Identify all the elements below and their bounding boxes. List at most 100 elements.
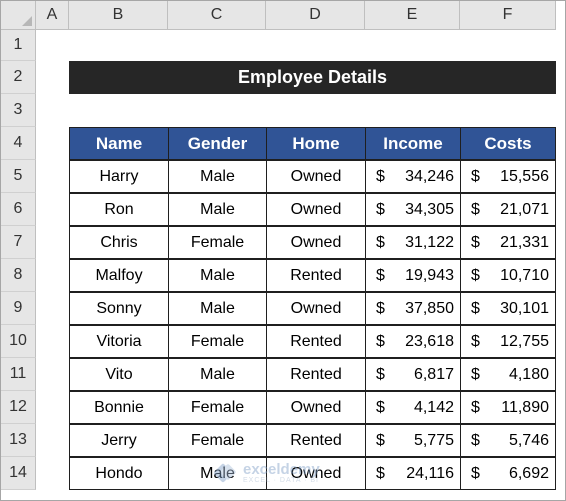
cell-name[interactable]: Sonny xyxy=(69,292,169,325)
currency-symbol: $ xyxy=(376,200,385,218)
cell-name[interactable]: Harry xyxy=(69,160,169,193)
cell-name[interactable]: Jerry xyxy=(69,424,169,457)
cell-value: 34,305 xyxy=(405,200,454,218)
cell-value: 34,246 xyxy=(405,167,454,185)
cell-costs[interactable]: $6,692 xyxy=(460,457,556,490)
row-header-9[interactable]: 9 xyxy=(1,292,36,325)
select-all-button[interactable] xyxy=(1,1,36,30)
cell-home[interactable]: Owned xyxy=(266,292,366,325)
header-name[interactable]: Name xyxy=(69,127,169,160)
cell-income[interactable]: $23,618 xyxy=(365,325,461,358)
column-header-e[interactable]: E xyxy=(365,1,460,30)
cell-name[interactable]: Malfoy xyxy=(69,259,169,292)
cell-gender[interactable]: Male xyxy=(168,457,267,490)
currency-symbol: $ xyxy=(471,233,480,251)
cell-gender[interactable]: Female xyxy=(168,325,267,358)
cell-name[interactable]: Vito xyxy=(69,358,169,391)
row-header-4[interactable]: 4 xyxy=(1,127,36,160)
header-home[interactable]: Home xyxy=(266,127,366,160)
cell-income[interactable]: $34,305 xyxy=(365,193,461,226)
cell-value: 24,116 xyxy=(406,464,454,482)
header-income[interactable]: Income xyxy=(365,127,461,160)
cell-home[interactable]: Rented xyxy=(266,358,366,391)
cell-name[interactable]: Vitoria xyxy=(69,325,169,358)
cell-costs[interactable]: $10,710 xyxy=(460,259,556,292)
column-header-f[interactable]: F xyxy=(460,1,556,30)
row-header-6[interactable]: 6 xyxy=(1,193,36,226)
currency-symbol: $ xyxy=(376,167,385,185)
currency-symbol: $ xyxy=(376,464,385,482)
row-header-11[interactable]: 11 xyxy=(1,358,36,391)
cell-home[interactable]: Owned xyxy=(266,457,366,490)
row-header-14[interactable]: 14 xyxy=(1,457,36,490)
cell-home[interactable]: Rented xyxy=(266,424,366,457)
cell-income[interactable]: $19,943 xyxy=(365,259,461,292)
cell-home[interactable]: Rented xyxy=(266,259,366,292)
cell-value: 37,850 xyxy=(405,299,454,317)
cell-income[interactable]: $31,122 xyxy=(365,226,461,259)
row-header-7[interactable]: 7 xyxy=(1,226,36,259)
cell-value: 30,101 xyxy=(500,299,549,317)
row-header-5[interactable]: 5 xyxy=(1,160,36,193)
cell-value: 31,122 xyxy=(405,233,454,251)
cell-name[interactable]: Bonnie xyxy=(69,391,169,424)
cell-name[interactable]: Ron xyxy=(69,193,169,226)
cell-home[interactable]: Owned xyxy=(266,160,366,193)
row-header-10[interactable]: 10 xyxy=(1,325,36,358)
table-title[interactable]: Employee Details xyxy=(69,61,556,94)
cell-costs[interactable]: $21,331 xyxy=(460,226,556,259)
cell-income[interactable]: $34,246 xyxy=(365,160,461,193)
cell-income[interactable]: $4,142 xyxy=(365,391,461,424)
header-gender[interactable]: Gender xyxy=(168,127,267,160)
row-header-13[interactable]: 13 xyxy=(1,424,36,457)
column-header-b[interactable]: B xyxy=(69,1,168,30)
row-header-12[interactable]: 12 xyxy=(1,391,36,424)
cell-costs[interactable]: $5,746 xyxy=(460,424,556,457)
header-costs[interactable]: Costs xyxy=(460,127,556,160)
cell-costs[interactable]: $15,556 xyxy=(460,160,556,193)
cell-home[interactable]: Owned xyxy=(266,226,366,259)
cell-income[interactable]: $24,116 xyxy=(365,457,461,490)
row-header-3[interactable]: 3 xyxy=(1,94,36,127)
currency-symbol: $ xyxy=(471,332,480,350)
column-header-a[interactable]: A xyxy=(36,1,69,30)
cell-gender[interactable]: Female xyxy=(168,226,267,259)
currency-symbol: $ xyxy=(471,365,480,383)
cell-home[interactable]: Owned xyxy=(266,391,366,424)
cell-name[interactable]: Hondo xyxy=(69,457,169,490)
cell-costs[interactable]: $30,101 xyxy=(460,292,556,325)
cell-income[interactable]: $37,850 xyxy=(365,292,461,325)
currency-symbol: $ xyxy=(471,299,480,317)
cell-costs[interactable]: $11,890 xyxy=(460,391,556,424)
cell-gender[interactable]: Female xyxy=(168,391,267,424)
cell-gender[interactable]: Female xyxy=(168,424,267,457)
row-header-8[interactable]: 8 xyxy=(1,259,36,292)
column-header-c[interactable]: C xyxy=(168,1,266,30)
cell-value: 23,618 xyxy=(405,332,454,350)
cell-costs[interactable]: $21,071 xyxy=(460,193,556,226)
currency-symbol: $ xyxy=(471,200,480,218)
row-header-1[interactable]: 1 xyxy=(1,30,36,61)
cell-home[interactable]: Owned xyxy=(266,193,366,226)
cell-name[interactable]: Chris xyxy=(69,226,169,259)
cell-gender[interactable]: Male xyxy=(168,160,267,193)
cell-gender[interactable]: Male xyxy=(168,358,267,391)
cell-gender[interactable]: Male xyxy=(168,259,267,292)
row-header-2[interactable]: 2 xyxy=(1,61,36,94)
currency-symbol: $ xyxy=(376,398,385,416)
currency-symbol: $ xyxy=(376,233,385,251)
cell-income[interactable]: $5,775 xyxy=(365,424,461,457)
cell-income[interactable]: $6,817 xyxy=(365,358,461,391)
currency-symbol: $ xyxy=(471,167,480,185)
column-header-d[interactable]: D xyxy=(266,1,365,30)
cell-gender[interactable]: Male xyxy=(168,292,267,325)
cell-costs[interactable]: $12,755 xyxy=(460,325,556,358)
cell-costs[interactable]: $4,180 xyxy=(460,358,556,391)
cell-home[interactable]: Rented xyxy=(266,325,366,358)
currency-symbol: $ xyxy=(471,464,480,482)
cell-gender[interactable]: Male xyxy=(168,193,267,226)
cell-value: 6,692 xyxy=(508,464,549,482)
currency-symbol: $ xyxy=(471,431,480,449)
cell-value: 6,817 xyxy=(413,365,454,383)
